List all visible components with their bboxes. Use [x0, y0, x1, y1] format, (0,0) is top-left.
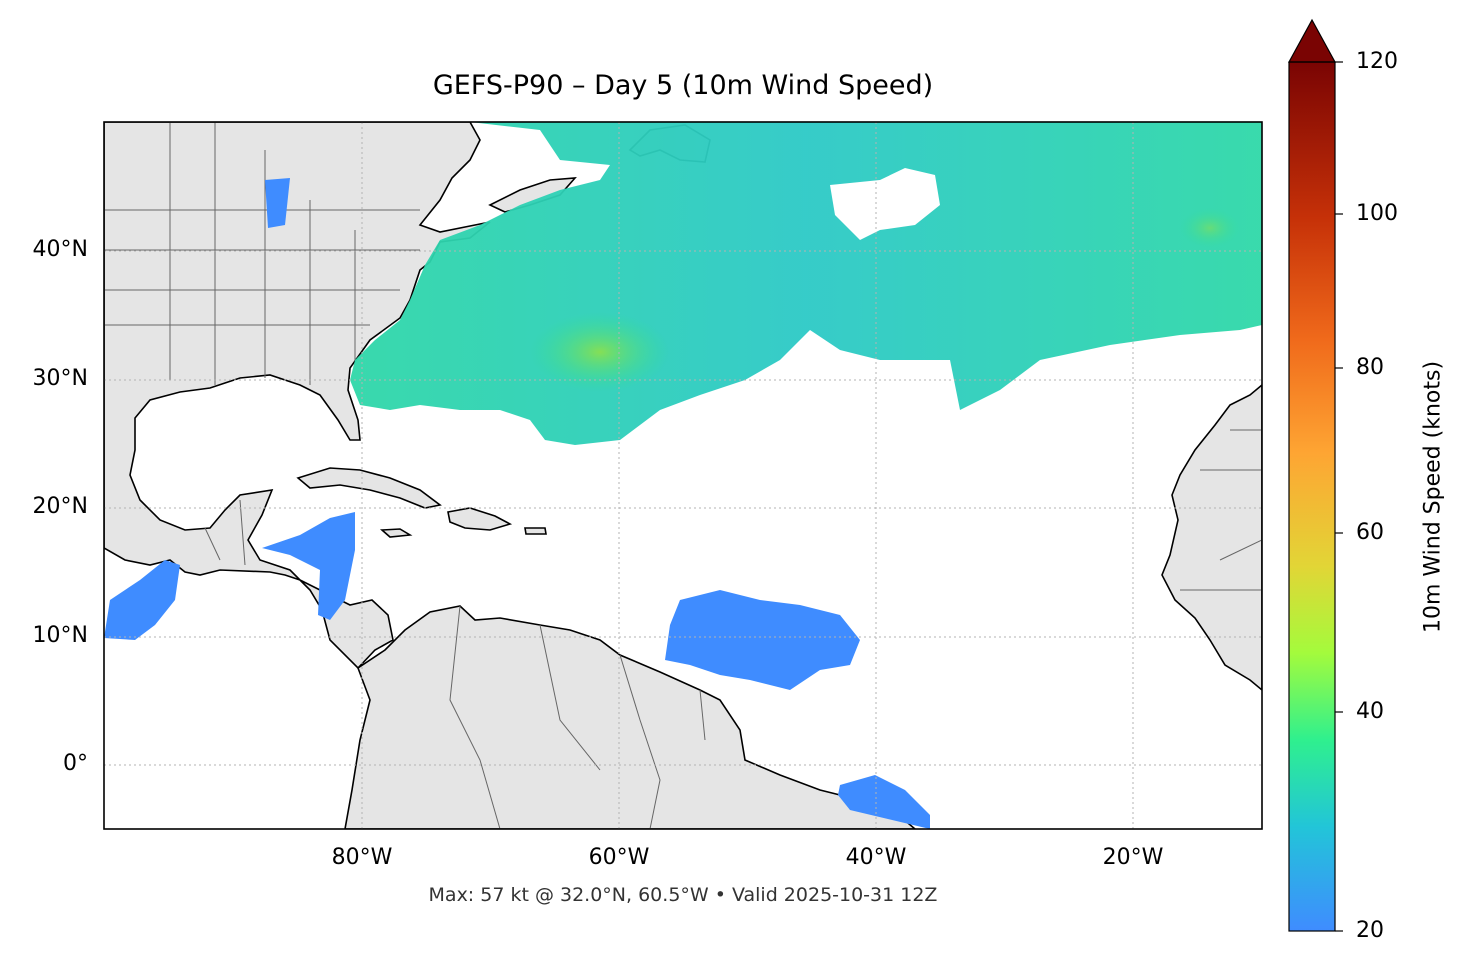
land-hispaniola — [447, 507, 513, 531]
wind-field-pacific — [104, 560, 180, 640]
land-africa — [1161, 383, 1262, 692]
colorbar-tick-80: 80 — [1356, 355, 1384, 380]
colorbar-extend-arrow — [1287, 18, 1337, 63]
colorbar-tick-100: 100 — [1356, 201, 1398, 226]
land-jamaica — [379, 528, 413, 538]
lat-label-40n: 40°N — [32, 237, 88, 262]
colorbar-tick-20: 20 — [1356, 918, 1384, 943]
colorbar-gradient — [1289, 62, 1335, 931]
map-area — [104, 122, 1262, 829]
land-south-america — [344, 605, 917, 829]
lon-label-80w: 80°W — [331, 845, 393, 870]
colorbar-label: 10m Wind Speed (knots) — [1420, 360, 1446, 634]
lat-label-30n: 30°N — [32, 366, 88, 391]
wind-field — [104, 122, 1262, 829]
colorbar-tick-60: 60 — [1356, 520, 1384, 545]
lon-label-20w: 20°W — [1102, 845, 1164, 870]
political-borders — [104, 122, 1262, 829]
wind-local-max-east — [1180, 208, 1240, 248]
colorbar-tick-40: 40 — [1356, 699, 1384, 724]
wind-field-south — [838, 775, 930, 829]
wind-gap-central — [830, 168, 940, 240]
wind-field-caribbean — [262, 512, 355, 620]
map-title: GEFS-P90 – Day 5 (10m Wind Speed) — [432, 70, 934, 101]
gridlines — [104, 122, 1262, 829]
lat-label-0: 0° — [63, 751, 88, 776]
lat-label-10n: 10°N — [32, 623, 88, 648]
map-footer: Max: 57 kt @ 32.0°N, 60.5°W • Valid 2025… — [428, 884, 938, 906]
lon-label-40w: 40°W — [845, 845, 907, 870]
lat-label-20n: 20°N — [32, 494, 88, 519]
colorbar — [1287, 18, 1343, 932]
wind-field-tropical — [665, 590, 860, 690]
wind-field-great-lakes — [265, 178, 290, 228]
map-frame — [103, 121, 1263, 830]
land-cuba — [296, 467, 442, 509]
lon-label-60w: 60°W — [588, 845, 650, 870]
wind-max-area — [530, 312, 670, 392]
land-puerto-rico — [524, 527, 547, 535]
colorbar-tick-120: 120 — [1356, 49, 1398, 74]
